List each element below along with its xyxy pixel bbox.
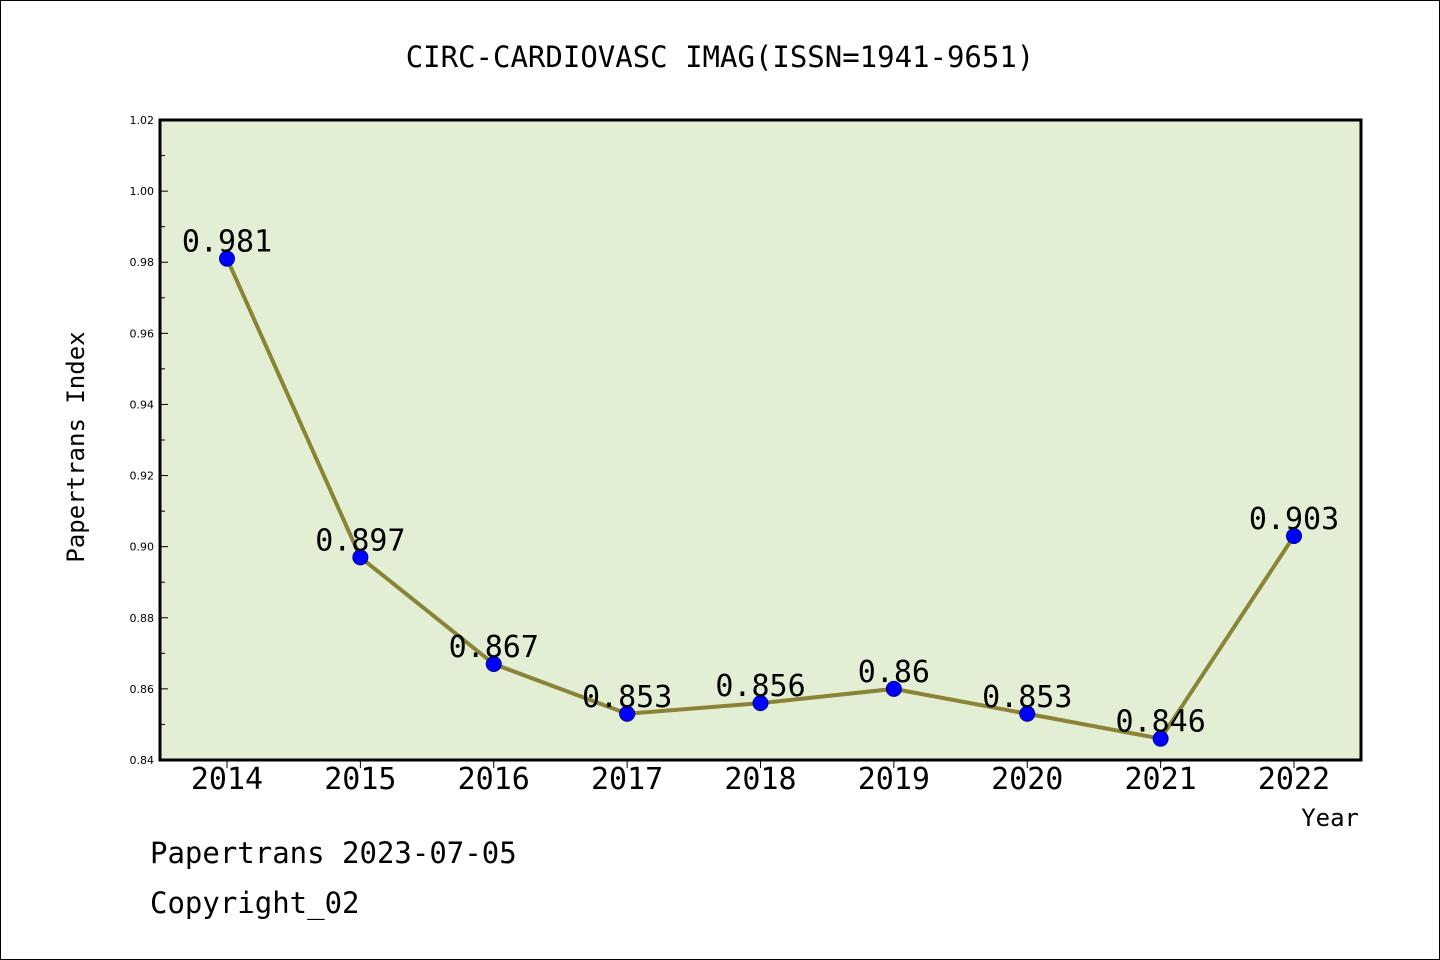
data-point bbox=[1286, 528, 1302, 544]
x-tick-label: 2018 bbox=[724, 762, 796, 797]
data-point bbox=[485, 656, 502, 672]
x-tick-label: 2016 bbox=[458, 762, 530, 797]
data-labels: 0.981 0.897 0.867 0.853 0.856 0.86 0.853 0.846 0… bbox=[182, 225, 1339, 740]
y-tick-label: 0.96 bbox=[130, 327, 155, 340]
y-tick-label: 0.88 bbox=[130, 612, 155, 625]
y-tick-label: 0.98 bbox=[130, 256, 155, 269]
y-tick-label: 0.86 bbox=[130, 683, 155, 696]
data-label: 0.867 bbox=[449, 630, 539, 665]
y-axis-label: Papertrans Index bbox=[62, 331, 90, 562]
x-axis-label: Year bbox=[1301, 804, 1359, 832]
data-label: 0.856 bbox=[715, 669, 805, 704]
y-axis-ticks: 0.84 0.86 0.88 0.90 0.92 0.94 0.96 0.98 1.00 1.02 bbox=[130, 114, 168, 767]
data-point bbox=[1152, 730, 1169, 747]
x-tick-label: 2017 bbox=[591, 762, 663, 797]
y-tick-label: 1.00 bbox=[130, 185, 155, 198]
chart-title: CIRC-CARDIOVASC IMAG(ISSN=1941-9651) bbox=[406, 40, 1035, 74]
data-point bbox=[752, 695, 769, 712]
plot-area bbox=[158, 118, 1363, 762]
data-label: 0.897 bbox=[315, 523, 405, 558]
data-point bbox=[619, 705, 636, 722]
footer-date: Papertrans 2023-07-05 bbox=[150, 836, 517, 870]
data-point bbox=[352, 549, 369, 566]
y-tick-label: 0.90 bbox=[130, 541, 155, 554]
x-tick-label: 2019 bbox=[858, 762, 930, 797]
data-point bbox=[1019, 705, 1036, 722]
data-point bbox=[219, 250, 235, 267]
data-label: 0.981 bbox=[182, 225, 272, 260]
data-label: 0.846 bbox=[1115, 705, 1205, 740]
y-tick-label: 0.92 bbox=[130, 470, 155, 483]
data-points bbox=[219, 250, 1302, 747]
data-label: 0.903 bbox=[1249, 502, 1339, 537]
x-tick-label: 2015 bbox=[324, 762, 396, 797]
x-tick-label: 2021 bbox=[1125, 762, 1197, 797]
data-label: 0.853 bbox=[982, 680, 1072, 715]
data-label: 0.86 bbox=[858, 655, 930, 690]
x-axis-ticks: 2014 2015 2016 2017 2018 2019 2020 2021 2022 bbox=[191, 760, 1330, 797]
footer-copyright: Copyright_02 bbox=[150, 886, 360, 920]
x-tick-label: 2014 bbox=[191, 762, 263, 797]
y-tick-label: 0.84 bbox=[130, 754, 155, 767]
data-point bbox=[885, 680, 902, 697]
y-tick-label: 0.94 bbox=[130, 398, 155, 411]
data-label: 0.853 bbox=[582, 680, 672, 715]
x-tick-label: 2020 bbox=[991, 762, 1063, 797]
y-tick-label: 1.02 bbox=[130, 114, 155, 127]
x-tick-label: 2022 bbox=[1258, 762, 1330, 797]
